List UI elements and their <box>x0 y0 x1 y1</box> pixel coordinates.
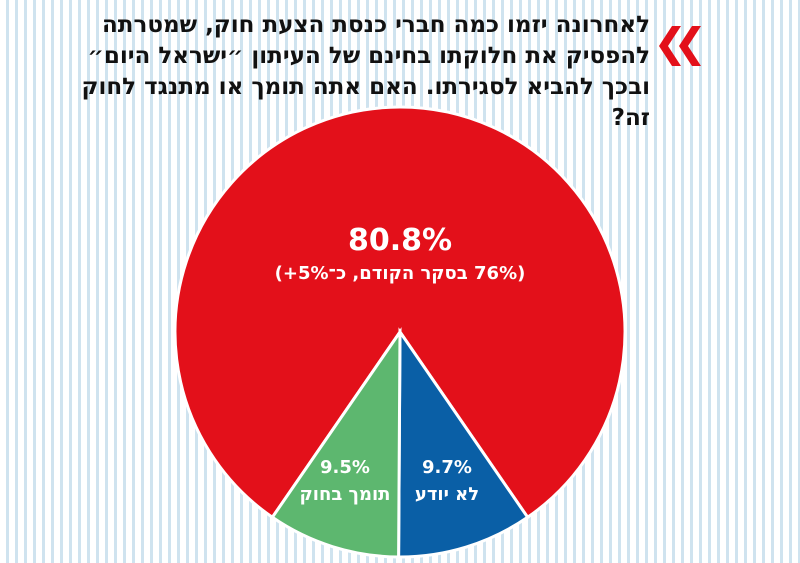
support-value-label: 9.5% <box>320 457 370 478</box>
slice-support <box>270 327 402 559</box>
main-slice-sublabel: (76% בסקר הקודם, כ־5%+) <box>275 263 526 284</box>
survey-question: לאחרונה יזמו כמה חברי כנסת הצעת חוק, שמט… <box>81 12 650 131</box>
support-label: תומך בחוק <box>300 484 391 505</box>
double-chevron-left-icon <box>659 26 701 66</box>
main-slice-value-label: 80.8% <box>348 223 452 258</box>
slice-dont-know <box>397 327 530 559</box>
slice-main <box>173 105 627 520</box>
dont-know-label: לא יודע <box>415 484 479 505</box>
dont-know-value-label: 9.7% <box>422 457 472 478</box>
